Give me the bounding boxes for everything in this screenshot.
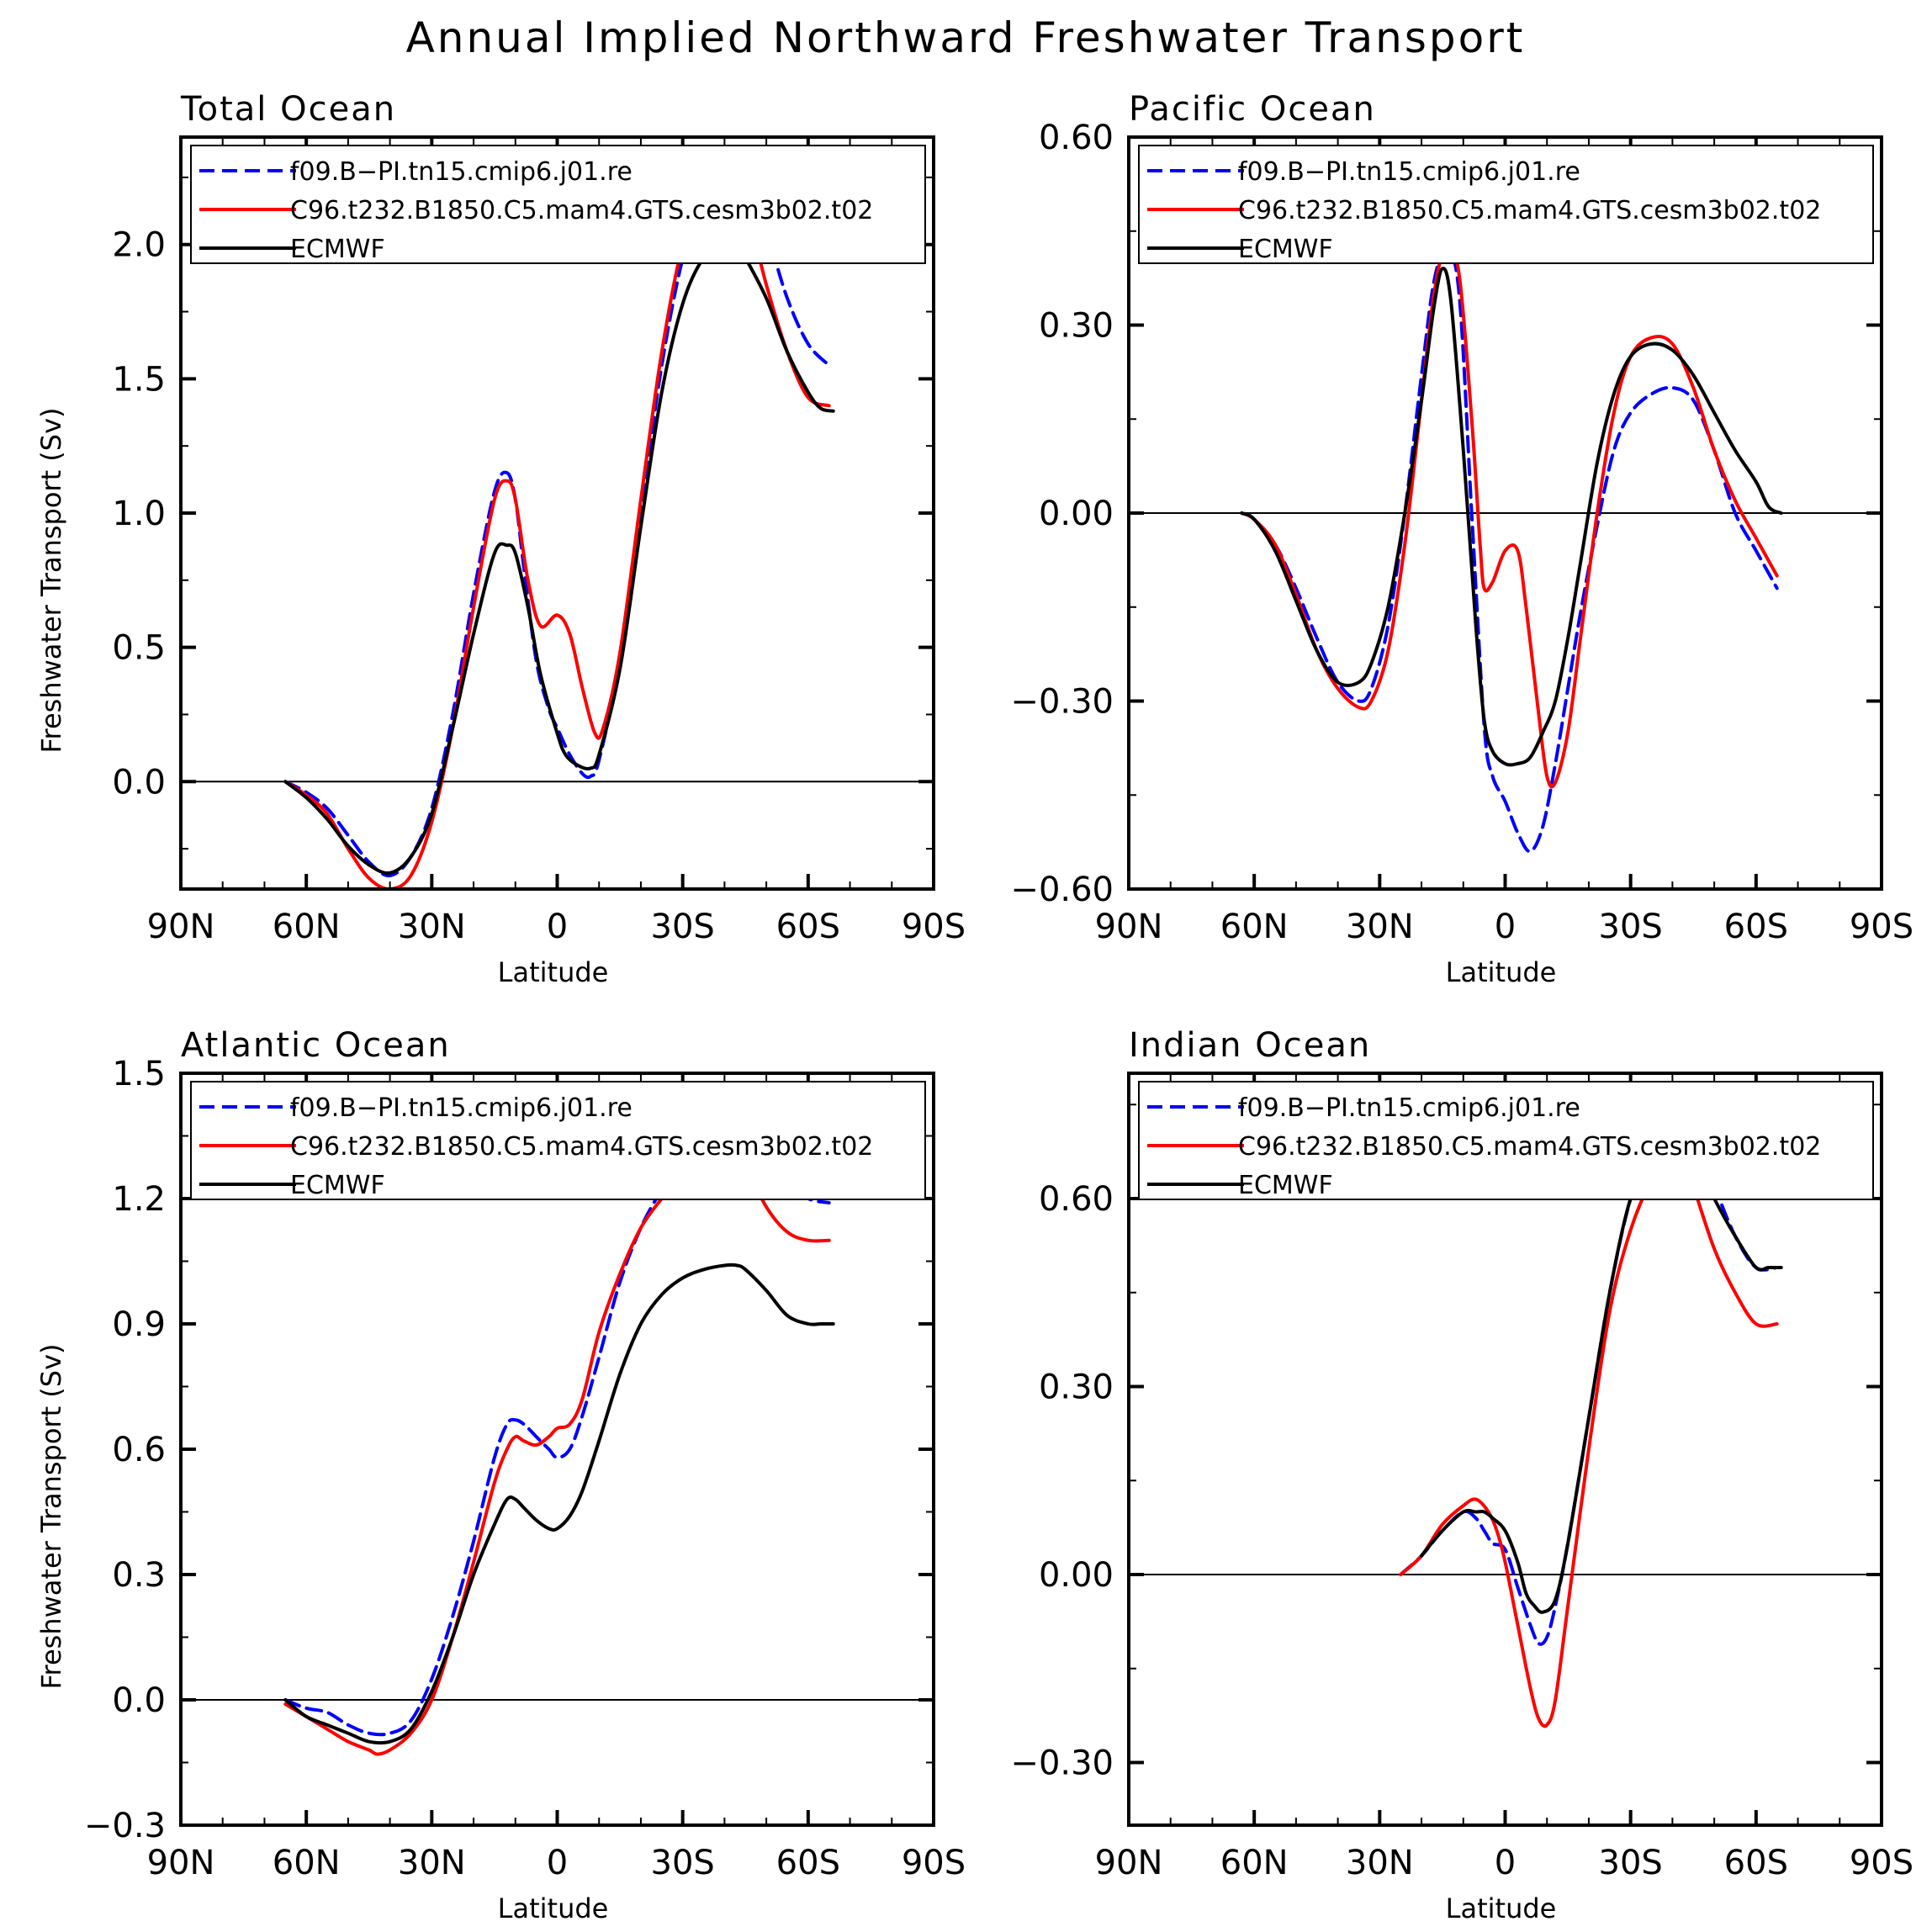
legend-label: ECMWF [1238, 1171, 1333, 1200]
panels-group: Total Ocean 90N 60N 30N 0 30S 60S 90S 0.0 0.5 1.0 1… [35, 90, 1913, 1924]
y-tick-label: 0.30 [1039, 1368, 1114, 1407]
x-axis-label: Latitude [498, 1892, 609, 1924]
x-tick-label: 60N [1220, 908, 1289, 946]
x-tick-label: 30N [398, 1844, 466, 1882]
legend-label: ECMWF [290, 235, 385, 264]
figure-title: Annual Implied Northward Freshwater Tran… [406, 13, 1526, 62]
x-tick-label: 0 [1495, 908, 1516, 946]
x-tick-label: 90N [147, 908, 215, 946]
y-tick-label: −0.30 [1010, 683, 1114, 722]
x-axis-label: Latitude [1446, 1892, 1557, 1924]
legend-label: f09.B−PI.tn15.cmip6.j01.re [1238, 157, 1580, 187]
x-tick-label: 60S [776, 908, 840, 946]
y-axis-label: Freshwater Transport (Sv) [35, 407, 67, 753]
x-tick-label: 60N [1220, 1844, 1289, 1882]
plot-frame [179, 1072, 935, 1827]
y-tick-label: −0.30 [1010, 1744, 1114, 1783]
y-tick-label: 0.5 [112, 629, 166, 668]
y-tick-label: 0.6 [112, 1431, 166, 1469]
x-tick-label: 60N [273, 1844, 341, 1882]
panel-total-ocean: Total Ocean 90N 60N 30N 0 30S 60S 90S 0.0 0.5 1.0 1… [35, 90, 966, 988]
x-tick-label: 30S [651, 1844, 715, 1882]
series-group [1240, 241, 1783, 854]
y-tick-label: −0.3 [84, 1807, 166, 1845]
x-tick-label: 90S [1850, 1844, 1913, 1882]
legend-box [190, 1081, 926, 1200]
legend-label: C96.t232.B1850.C5.mam4.GTS.cesm3b02.t02 [1238, 1132, 1821, 1162]
x-tick-label: 60N [273, 908, 341, 946]
legend-label: ECMWF [1238, 235, 1333, 264]
x-tick-label: 60S [1724, 908, 1788, 946]
x-tick-label: 0 [1495, 1844, 1516, 1882]
legend-label: f09.B−PI.tn15.cmip6.j01.re [290, 1093, 633, 1123]
y-tick-label: 0.00 [1039, 1556, 1114, 1595]
y-tick-label: −0.60 [1010, 871, 1114, 909]
x-tick-label: 30S [1599, 908, 1663, 946]
x-tick-label: 0 [547, 908, 568, 946]
plot-frame [1127, 1072, 1883, 1827]
x-tick-label: 30N [398, 908, 466, 946]
legend-label: C96.t232.B1850.C5.mam4.GTS.cesm3b02.t02 [290, 196, 873, 225]
x-axis-label: Latitude [498, 956, 609, 988]
x-tick-label: 60S [1724, 1844, 1788, 1882]
y-tick-label: 0.60 [1039, 1180, 1114, 1219]
legend-label: ECMWF [290, 1171, 385, 1200]
plot-frame [1127, 135, 1883, 891]
legend-label: f09.B−PI.tn15.cmip6.j01.re [1238, 1093, 1580, 1123]
legend-label: C96.t232.B1850.C5.mam4.GTS.cesm3b02.t02 [290, 1132, 873, 1162]
y-tick-label: 0.00 [1039, 495, 1114, 533]
y-tick-label: 0.9 [112, 1305, 166, 1344]
panel-title: Atlantic Ocean [181, 1026, 451, 1065]
legend-box [190, 145, 926, 264]
y-tick-label: 0.0 [112, 1681, 166, 1720]
x-tick-label: 90N [147, 1844, 215, 1882]
series-line [1240, 267, 1783, 767]
series-line [283, 1262, 835, 1745]
y-tick-label: 1.0 [112, 495, 166, 533]
y-tick-label: 1.2 [112, 1180, 166, 1219]
x-tick-label: 30S [651, 908, 715, 946]
y-tick-label: 0.3 [112, 1556, 166, 1595]
panel-pacific-ocean: Pacific Ocean 90N 60N 30N 0 30S 60S 90S −0.60 −0.… [1010, 90, 1913, 988]
x-tick-label: 90S [902, 1844, 966, 1882]
panel-indian-ocean: Indian Ocean 90N 60N 30N 0 30S 60S 90S −0.30 0.00… [1010, 1026, 1913, 1924]
x-tick-label: 60S [776, 1844, 840, 1882]
panel-title: Pacific Ocean [1129, 90, 1376, 129]
legend-label: f09.B−PI.tn15.cmip6.j01.re [290, 157, 633, 187]
y-axis-label: Freshwater Transport (Sv) [35, 1343, 67, 1689]
x-tick-label: 90S [1850, 908, 1913, 946]
x-tick-label: 30N [1346, 908, 1414, 946]
x-tick-label: 90S [902, 908, 966, 946]
x-axis-label: Latitude [1446, 956, 1557, 988]
x-tick-label: 30S [1599, 1844, 1663, 1882]
x-tick-label: 30N [1346, 1844, 1414, 1882]
y-tick-label: 0.60 [1039, 119, 1114, 157]
y-tick-label: 0.30 [1039, 307, 1114, 346]
panel-atlantic-ocean: Atlantic Ocean 90N 60N 30N 0 30S 60S 90S −0.3 0.0… [35, 1026, 966, 1924]
y-tick-label: 2.0 [112, 226, 166, 265]
plot-frame [179, 135, 935, 891]
y-tick-label: 1.5 [112, 360, 166, 399]
legend-box [1138, 1081, 1874, 1200]
y-tick-label: 1.5 [112, 1055, 166, 1093]
panel-title: Total Ocean [180, 90, 396, 129]
x-tick-label: 0 [547, 1844, 568, 1882]
legend-label: C96.t232.B1850.C5.mam4.GTS.cesm3b02.t02 [1238, 196, 1821, 225]
x-tick-label: 90N [1095, 908, 1163, 946]
series-line [1240, 247, 1779, 854]
series-line [1240, 241, 1779, 789]
x-tick-label: 90N [1095, 1844, 1163, 1882]
legend-box [1138, 145, 1874, 264]
panel-title: Indian Ocean [1129, 1026, 1371, 1065]
y-tick-label: 0.0 [112, 763, 166, 802]
series-line [283, 1125, 831, 1737]
